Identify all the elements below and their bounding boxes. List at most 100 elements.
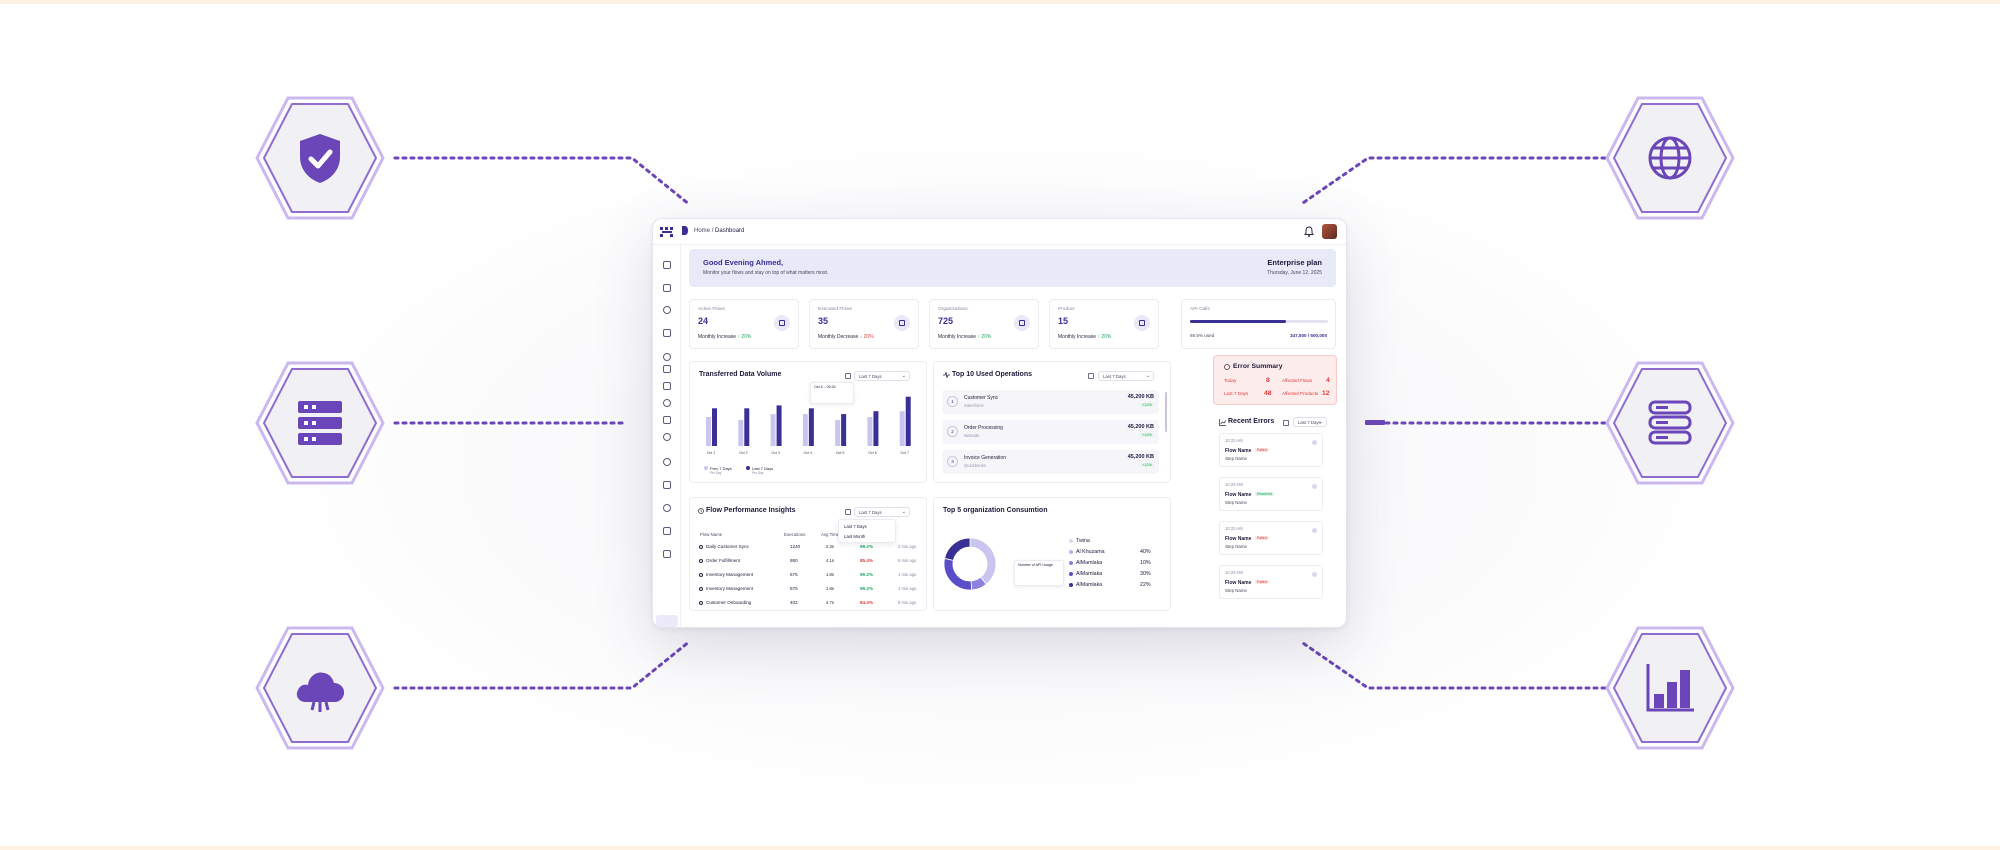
recent-error-card[interactable]: 10:23 AM Flow Name Failed Step Name	[1219, 433, 1323, 467]
bar-last-5[interactable]	[873, 411, 879, 446]
recent-error-card[interactable]: 10:23 AM Flow Name Resolved Step Name	[1219, 477, 1323, 511]
flow-status-icon	[699, 601, 703, 605]
x-tick-label: Oct 7	[900, 451, 909, 455]
stat-trend: Monthly Decrease ↓ 20%	[818, 334, 874, 340]
stat-card-executed-flows[interactable]: Executed Flows 35 Monthly Decrease ↓ 20%	[809, 299, 919, 349]
more-icon[interactable]	[1312, 572, 1317, 577]
operation-change: +12%	[1140, 463, 1154, 467]
trend-value: 20%	[1101, 334, 1112, 340]
menu-option-last-month[interactable]: Last Month	[844, 534, 866, 539]
operation-row[interactable]: 1 Customer Sync Salesforce 45,200 KB +12…	[942, 390, 1159, 414]
executions-cell: 860	[790, 558, 798, 563]
trend-label: Monthly Increase	[938, 334, 977, 340]
menu-option-last-7-days[interactable]: Last 7 Days	[844, 524, 867, 529]
bar-last-2[interactable]	[776, 405, 782, 446]
affected-flows-label: Affected Flows	[1282, 378, 1313, 383]
org-name: AlMamlaka	[1076, 560, 1103, 566]
bar-prev-1[interactable]	[738, 419, 744, 446]
x-tick-label: Oct 3	[771, 451, 780, 455]
bar-last-6[interactable]	[905, 396, 911, 446]
integrations-nav-icon[interactable]	[663, 353, 671, 361]
stat-card-organizations[interactable]: Organizations 725 Monthly Increase ↑ 20%	[929, 299, 1039, 349]
bar-last-4[interactable]	[841, 414, 847, 446]
donut-tooltip: Number of API Usage	[1014, 560, 1064, 586]
flow-performance-title: Flow Performance Insights	[706, 507, 796, 514]
more-icon[interactable]	[1312, 528, 1317, 533]
grid-nav-icon[interactable]	[663, 416, 671, 424]
trend-value: 20%	[981, 334, 992, 340]
flows-nav-icon[interactable]	[663, 306, 671, 314]
user-avatar[interactable]	[1322, 224, 1337, 239]
trend-label: Monthly Increase	[1058, 334, 1097, 340]
rank-number: 2	[947, 426, 958, 437]
sidebar-footer-badge[interactable]	[656, 615, 678, 627]
recent-error-card[interactable]: 10:23 AM Flow Name Failed Step Name	[1219, 565, 1323, 599]
code-nav-icon[interactable]	[663, 382, 671, 390]
last-run-cell: 2 min ago	[898, 544, 917, 549]
bell-icon[interactable]	[1304, 226, 1314, 237]
operation-row[interactable]: 3 Invoice Generation Quickbooks 45,200 K…	[942, 450, 1159, 474]
bar-prev-6[interactable]	[899, 411, 905, 446]
home-nav-icon[interactable]	[663, 527, 671, 535]
success-rate-cell: 84.3%	[860, 600, 874, 605]
flow-performance-panel: Flow Performance Insights Last 7 Days ⌄ F…	[689, 497, 927, 611]
stat-card-active-flows[interactable]: Active Flows 24 Monthly Increase ↑ 20%	[689, 299, 799, 349]
bar-prev-3[interactable]	[802, 414, 808, 446]
image-nav-icon[interactable]	[663, 481, 671, 489]
top-orgs-panel: Top 5 organization Consumtion Number of …	[933, 497, 1171, 611]
transferred-filter-dropdown[interactable]: Last 7 Days ⌄	[854, 371, 910, 381]
bar-prev-5[interactable]	[867, 417, 873, 446]
last-run-cell: 1 min ago	[898, 572, 917, 577]
box-icon	[1134, 315, 1150, 331]
links-nav-icon[interactable]	[663, 365, 671, 373]
recent-error-card[interactable]: 10:23 AM Flow Name Failed Step Name	[1219, 521, 1323, 555]
avg-time-cell: 1.8s	[826, 586, 834, 591]
bar-prev-0[interactable]	[706, 417, 711, 446]
stat-card-api-calls[interactable]: API Calls 69.5% used 347,500 / 500,000	[1181, 299, 1336, 349]
success-rate-cell: 85.4%	[860, 558, 874, 563]
calendar-icon	[845, 373, 851, 379]
documents-nav-icon[interactable]	[663, 284, 671, 292]
messages-nav-icon[interactable]	[663, 433, 671, 441]
reports-nav-icon[interactable]	[663, 550, 671, 558]
bar-last-0[interactable]	[712, 408, 717, 446]
scrollbar-thumb[interactable]	[1165, 392, 1167, 432]
breadcrumb-home[interactable]: Home	[694, 228, 711, 234]
errors-today-value: 8	[1266, 377, 1270, 384]
stat-value: 35	[818, 316, 829, 326]
recent-errors-filter-dropdown[interactable]: Last 7 Days ⌄	[1293, 417, 1327, 427]
users-nav-icon[interactable]	[663, 458, 671, 466]
flow-performance-filter-dropdown[interactable]: Last 7 Days ⌄	[854, 507, 910, 517]
dashboard-nav-icon[interactable]	[663, 261, 671, 269]
bar-prev-4[interactable]	[835, 419, 841, 446]
status-badge: Failed	[1255, 580, 1269, 584]
chevron-down-icon: ⌄	[1318, 419, 1323, 425]
collapse-sidebar-icon[interactable]	[681, 226, 688, 235]
bar-prev-2[interactable]	[770, 414, 776, 446]
transferred-title: Transferred Data Volume	[699, 371, 782, 378]
trend-value: 20%	[741, 334, 752, 340]
stat-value: 15	[1058, 316, 1069, 326]
last-run-cell: 8 min ago	[898, 600, 917, 605]
executions-cell: 675	[790, 586, 798, 591]
bar-last-3[interactable]	[808, 408, 814, 446]
more-icon[interactable]	[1312, 440, 1317, 445]
stat-card-product[interactable]: Product 15 Monthly Increase ↑ 20%	[1049, 299, 1159, 349]
donut-slice-3[interactable]	[944, 537, 971, 561]
alert-circle-icon	[1224, 364, 1230, 370]
donut-slice-0[interactable]	[969, 537, 997, 585]
stat-label: Executed Flows	[818, 307, 852, 312]
success-rate-cell: 99.2%	[860, 572, 874, 577]
plan-name: Enterprise plan	[1267, 258, 1322, 267]
donut-slice-2[interactable]	[943, 557, 973, 591]
top-operations-filter-dropdown[interactable]: Last 7 Days ⌄	[1098, 371, 1154, 381]
storage-nav-icon[interactable]	[663, 329, 671, 337]
top-orgs-title: Top 5 organization Consumtion	[943, 507, 1048, 514]
bar-last-1[interactable]	[744, 408, 750, 446]
settings-nav-icon[interactable]	[663, 504, 671, 512]
more-icon[interactable]	[1312, 484, 1317, 489]
cloud-icon	[296, 672, 345, 712]
shield-check-icon	[300, 134, 340, 183]
operation-row[interactable]: 2 Order Processing Netsuite 45,200 KB +1…	[942, 420, 1159, 444]
alerts-nav-icon[interactable]	[663, 399, 671, 407]
